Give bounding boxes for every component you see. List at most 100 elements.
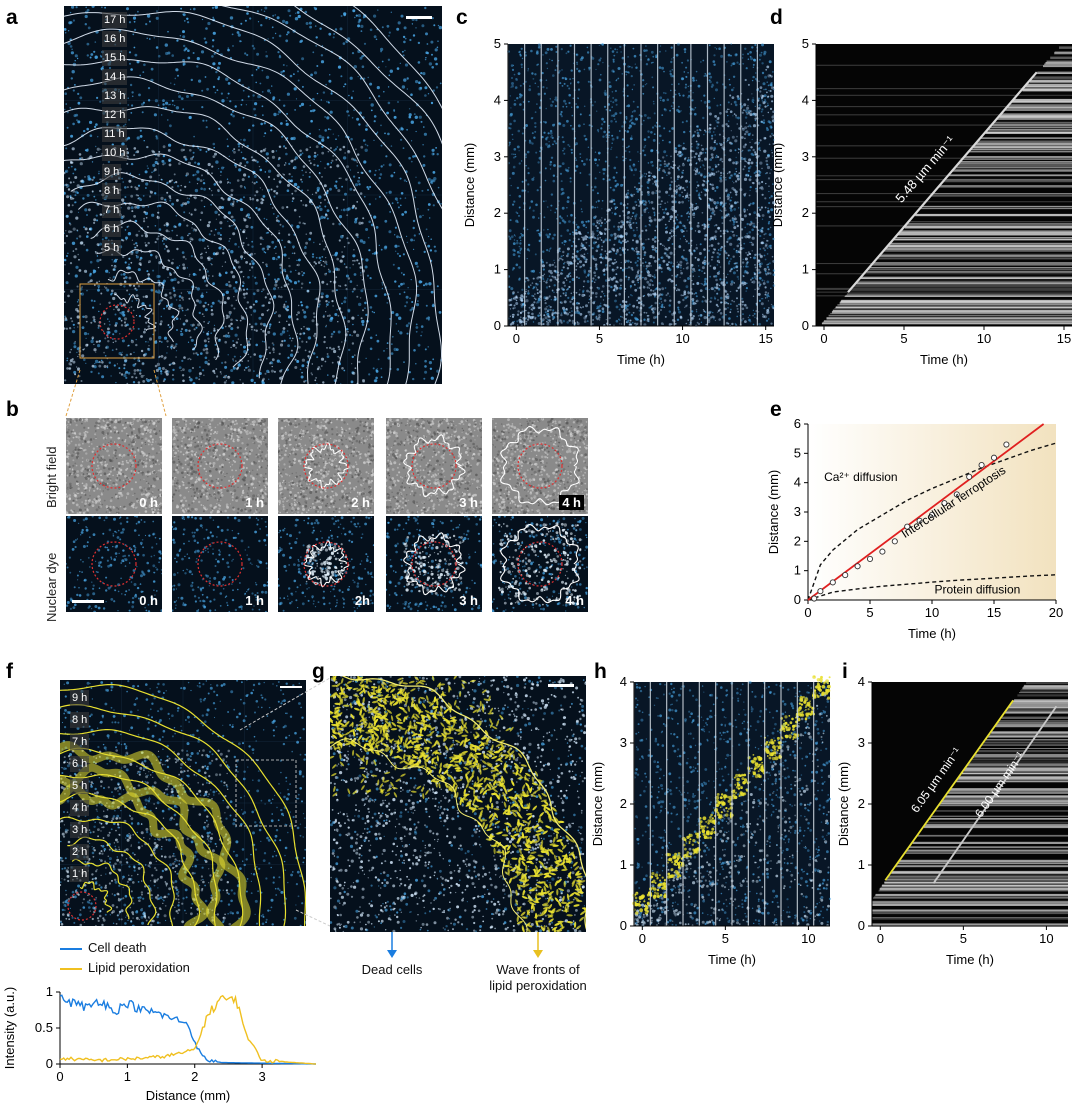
y-tick-label: 3: [858, 735, 865, 750]
legend-cell-death: Cell death: [60, 940, 147, 955]
cell-dots: [278, 418, 374, 514]
panel-label-h: h: [594, 660, 607, 683]
time-label: 7 h: [102, 202, 122, 218]
y-tick-label: 4: [802, 92, 809, 107]
y-tick-label: 4: [620, 674, 627, 689]
contour-line: [60, 729, 262, 926]
tile-time-label: 3 h: [459, 593, 478, 608]
y-tick-label: 3: [802, 149, 809, 164]
label-dead-cells: Dead cells: [361, 962, 423, 977]
x-axis-label: Distance (mm): [146, 1088, 231, 1103]
time-label: 10 h: [102, 145, 128, 161]
nuclear-dye-tile: 1 h: [172, 516, 268, 612]
time-label: 9 h: [102, 164, 122, 180]
data-point: [928, 511, 936, 518]
contour-line: [114, 294, 156, 331]
data-point: [1003, 441, 1010, 448]
bright-field-tile: 0 h: [66, 418, 162, 514]
panel-label-a: a: [6, 6, 18, 29]
panel-h-chart: 0 5 10 0 1 2 3 4 Time (h) Distance (mm): [590, 674, 832, 967]
y-tick-label: 0: [802, 318, 809, 333]
lipid-band: [747, 754, 765, 779]
zoom-box: [235, 759, 297, 827]
contour-line: [79, 881, 113, 913]
contour-line: [60, 791, 201, 926]
origin-circle: [411, 443, 457, 489]
data-point: [817, 588, 824, 595]
lipid-band: [665, 852, 685, 879]
cell-dots: [278, 516, 374, 612]
x-axis-label: Time (h): [908, 626, 956, 641]
data-point: [879, 548, 886, 555]
y-tick-label: 0: [494, 318, 501, 333]
origin-circle: [197, 541, 243, 587]
contour-line: [67, 836, 157, 926]
cell-dots: [330, 676, 586, 932]
tile-time-label: 4 h: [565, 593, 584, 608]
scale-bar: [406, 16, 432, 19]
data-point: [904, 523, 911, 530]
cell-dots: [541, 261, 559, 326]
diffusion-curve: [807, 574, 1057, 601]
profile-line: [59, 994, 316, 1065]
scale-bar-g: [548, 684, 574, 687]
y-tick-label: 1: [46, 984, 53, 999]
x-tick-label: 1: [124, 1069, 131, 1084]
bright-field-tile: 1 h: [172, 418, 268, 514]
panel-label-g: g: [312, 660, 325, 683]
panel-label-b: b: [6, 398, 19, 421]
y-tick-label: 3: [494, 149, 501, 164]
x-tick-label: 5: [596, 331, 603, 346]
origin-circle: [91, 443, 137, 489]
origin-circle: [303, 541, 349, 587]
x-tick-label: 10: [1039, 931, 1053, 946]
nuclear-dye-tile: 3 h: [386, 516, 482, 612]
origin-circle: [303, 443, 349, 489]
panel-f-profile-chart: 0 1 2 3 0 0.5 1 Distance (mm) Intensity (a.u.): [2, 984, 317, 1103]
x-tick-label: 5: [900, 331, 907, 346]
time-label: 16 h: [102, 31, 128, 47]
origin-circle: [517, 541, 563, 587]
x-tick-label: 0: [820, 331, 827, 346]
cell-dots: [656, 155, 676, 327]
y-tick-label: 5: [794, 445, 801, 460]
origin-circle: [91, 541, 137, 587]
cell-dots: [507, 42, 776, 327]
time-label: 13 h: [102, 88, 128, 104]
y-tick-label: 1: [620, 857, 627, 872]
data-point: [854, 563, 861, 570]
x-tick-label: 15: [987, 605, 1001, 620]
scale-bar-f: [280, 686, 302, 688]
panel-i-chart: 6.05 µm min⁻¹ 6.00 µm min⁻¹0 5 1001234Time …: [838, 674, 1068, 967]
x-tick-label: 2: [191, 1069, 198, 1084]
contour-line: [60, 703, 287, 926]
cell-dots: [707, 112, 725, 324]
profile-line: [59, 994, 317, 1065]
origin-circle: [411, 541, 457, 587]
data-point: [916, 517, 923, 524]
panel-e-chart: 0 5 10 15 20 0 1 2 3 4 5 6 Time (h) Distance (mm) Ca²⁺…: [766, 416, 1063, 641]
contour-line: [60, 747, 244, 926]
nuclear-dye-tile: 4 h: [492, 516, 588, 612]
protein-diffusion-label: Protein diffusion: [934, 583, 1020, 597]
zoom-lines-ab: [65, 369, 167, 417]
x-axis-label: Time (h): [920, 352, 968, 367]
time-label: 6 h: [102, 221, 122, 237]
time-label: 6 h: [70, 756, 90, 772]
y-axis-label: Distance (mm): [770, 143, 785, 228]
x-tick-label: 5: [960, 931, 967, 946]
y-tick-label: 3: [620, 735, 627, 750]
cell-dots: [632, 680, 832, 928]
cell-dots: [66, 418, 162, 514]
tile-time-label: 1 h: [245, 593, 264, 608]
y-tick-label: 2: [802, 205, 809, 220]
contour-line: [107, 269, 180, 343]
nuclear-dye-tile: 2h: [278, 516, 374, 612]
y-tick-label: 6: [794, 416, 801, 431]
contour-line: [70, 172, 275, 379]
y-tick-label: 2: [858, 796, 865, 811]
time-label: 7 h: [70, 734, 90, 750]
origin-circle: [99, 304, 135, 340]
ca-diffusion-label: Ca²⁺ diffusion: [824, 470, 897, 484]
contour-line: [78, 201, 249, 368]
